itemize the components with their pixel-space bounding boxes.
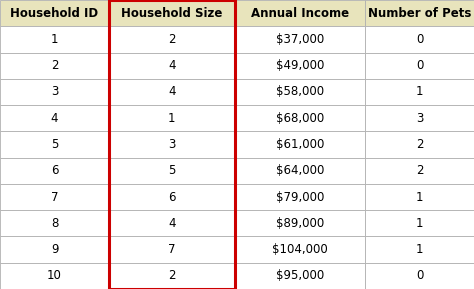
Bar	[235, 210, 365, 236]
Text: 1: 1	[51, 33, 58, 46]
Bar	[235, 131, 365, 158]
Text: Household ID: Household ID	[10, 7, 99, 20]
Bar	[109, 105, 235, 131]
Bar	[235, 53, 365, 79]
Text: $61,000: $61,000	[275, 138, 324, 151]
Text: $89,000: $89,000	[276, 217, 324, 230]
Text: 1: 1	[168, 112, 175, 125]
Bar	[0, 0, 109, 26]
Text: 3: 3	[168, 138, 175, 151]
Bar	[0, 53, 109, 79]
Text: 4: 4	[168, 59, 175, 72]
Bar	[109, 79, 235, 105]
Text: 7: 7	[168, 243, 175, 256]
Text: 0: 0	[416, 269, 423, 282]
Bar	[109, 263, 235, 289]
Bar	[0, 263, 109, 289]
Text: 1: 1	[416, 217, 423, 230]
Text: Number of Pets: Number of Pets	[368, 7, 471, 20]
Bar	[365, 26, 474, 53]
Text: 2: 2	[416, 138, 423, 151]
Text: Annual Income: Annual Income	[251, 7, 349, 20]
Text: 6: 6	[51, 164, 58, 177]
Bar	[365, 210, 474, 236]
Text: $49,000: $49,000	[275, 59, 324, 72]
Text: 7: 7	[51, 190, 58, 203]
Text: 10: 10	[47, 269, 62, 282]
Bar	[235, 79, 365, 105]
Text: 1: 1	[416, 243, 423, 256]
Bar	[0, 79, 109, 105]
Text: $64,000: $64,000	[275, 164, 324, 177]
Bar	[235, 105, 365, 131]
Bar	[109, 0, 235, 26]
Bar	[365, 131, 474, 158]
Text: 2: 2	[416, 164, 423, 177]
Text: 2: 2	[168, 33, 175, 46]
Text: 0: 0	[416, 59, 423, 72]
Text: 0: 0	[416, 33, 423, 46]
Bar	[0, 236, 109, 263]
Text: $37,000: $37,000	[276, 33, 324, 46]
Text: 5: 5	[51, 138, 58, 151]
Bar	[109, 184, 235, 210]
Bar	[235, 263, 365, 289]
Text: 1: 1	[416, 86, 423, 99]
Text: Household Size: Household Size	[121, 7, 222, 20]
Bar	[365, 236, 474, 263]
Text: 3: 3	[416, 112, 423, 125]
Bar	[109, 26, 235, 53]
Bar	[0, 158, 109, 184]
Text: $79,000: $79,000	[275, 190, 324, 203]
Text: $104,000: $104,000	[272, 243, 328, 256]
Text: 4: 4	[168, 86, 175, 99]
Text: 8: 8	[51, 217, 58, 230]
Bar	[0, 210, 109, 236]
Text: 6: 6	[168, 190, 175, 203]
Bar	[365, 0, 474, 26]
Text: 4: 4	[51, 112, 58, 125]
Bar	[0, 184, 109, 210]
Bar	[235, 236, 365, 263]
Bar	[109, 53, 235, 79]
Bar	[365, 105, 474, 131]
Bar	[109, 236, 235, 263]
Bar	[0, 131, 109, 158]
Text: $68,000: $68,000	[276, 112, 324, 125]
Bar	[235, 184, 365, 210]
Bar	[0, 26, 109, 53]
Bar	[365, 263, 474, 289]
Bar	[109, 158, 235, 184]
Text: 5: 5	[168, 164, 175, 177]
Bar	[235, 0, 365, 26]
Bar	[109, 0, 235, 289]
Text: 9: 9	[51, 243, 58, 256]
Text: 4: 4	[168, 217, 175, 230]
Text: $58,000: $58,000	[276, 86, 324, 99]
Bar	[235, 26, 365, 53]
Text: 1: 1	[416, 190, 423, 203]
Bar	[109, 210, 235, 236]
Bar	[235, 158, 365, 184]
Text: 2: 2	[51, 59, 58, 72]
Bar	[365, 53, 474, 79]
Text: 2: 2	[168, 269, 175, 282]
Bar	[365, 184, 474, 210]
Bar	[0, 105, 109, 131]
Bar	[365, 158, 474, 184]
Bar	[109, 131, 235, 158]
Bar	[365, 79, 474, 105]
Text: $95,000: $95,000	[276, 269, 324, 282]
Text: 3: 3	[51, 86, 58, 99]
